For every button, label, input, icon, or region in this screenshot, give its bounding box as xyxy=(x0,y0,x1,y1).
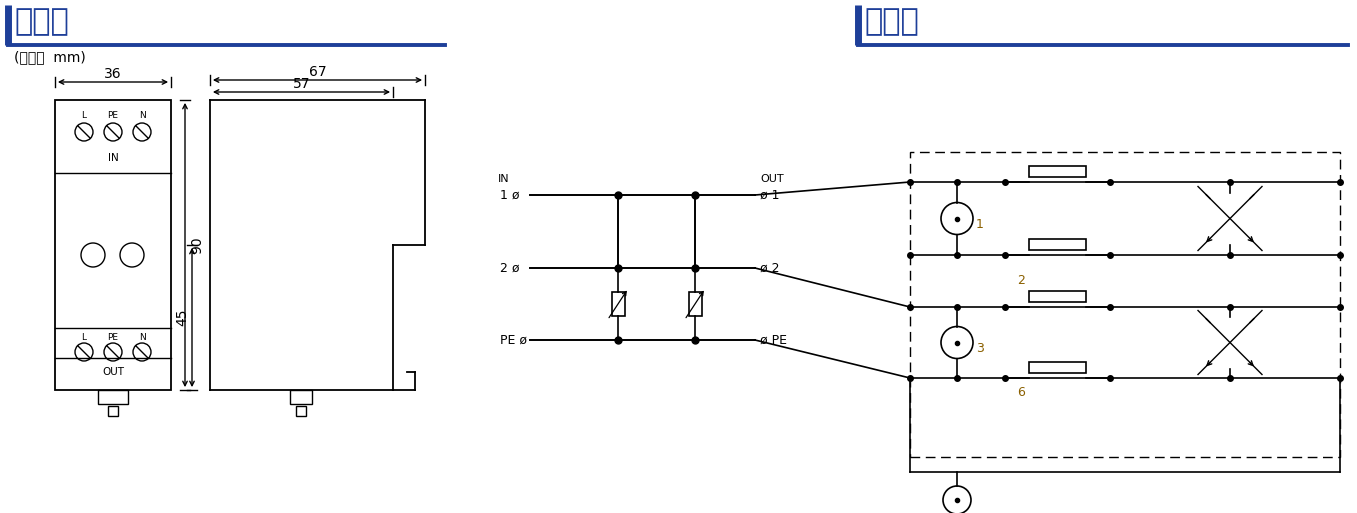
Text: 3: 3 xyxy=(976,342,984,355)
Bar xyxy=(612,292,624,316)
Text: L: L xyxy=(81,110,87,120)
Bar xyxy=(296,406,305,416)
Text: PE: PE xyxy=(107,332,118,342)
Text: ø 1: ø 1 xyxy=(760,188,779,202)
Bar xyxy=(1029,290,1087,302)
Text: 2: 2 xyxy=(1016,274,1025,287)
Bar xyxy=(1029,362,1087,372)
Bar xyxy=(109,406,118,416)
Text: ø PE: ø PE xyxy=(760,333,787,346)
Text: PE: PE xyxy=(107,110,118,120)
Bar xyxy=(56,100,171,390)
Text: 90: 90 xyxy=(190,236,204,254)
Text: L: L xyxy=(81,332,87,342)
Text: OUT: OUT xyxy=(102,367,123,377)
Bar xyxy=(688,292,702,316)
Text: 1: 1 xyxy=(976,218,984,231)
Text: 36: 36 xyxy=(104,67,122,81)
Text: IN: IN xyxy=(107,153,118,163)
Bar xyxy=(1029,166,1087,176)
Text: 67: 67 xyxy=(308,65,326,79)
Text: 2 ø: 2 ø xyxy=(499,262,520,274)
Text: (单位：  mm): (单位： mm) xyxy=(14,50,85,64)
Text: 尺寸图: 尺寸图 xyxy=(14,7,69,36)
Text: IN: IN xyxy=(498,174,510,184)
Text: 6: 6 xyxy=(1016,385,1025,399)
Bar xyxy=(290,390,312,404)
Text: 1 ø: 1 ø xyxy=(499,188,520,202)
Text: ø 2: ø 2 xyxy=(760,262,779,274)
Bar xyxy=(1029,239,1087,249)
Text: N: N xyxy=(138,110,145,120)
Bar xyxy=(911,152,1339,457)
Text: PE ø: PE ø xyxy=(499,333,527,346)
Text: 45: 45 xyxy=(175,309,189,326)
Text: OUT: OUT xyxy=(760,174,783,184)
Text: 57: 57 xyxy=(293,77,311,91)
Bar xyxy=(98,390,128,404)
Text: 电路图: 电路图 xyxy=(864,7,919,36)
Text: N: N xyxy=(138,332,145,342)
